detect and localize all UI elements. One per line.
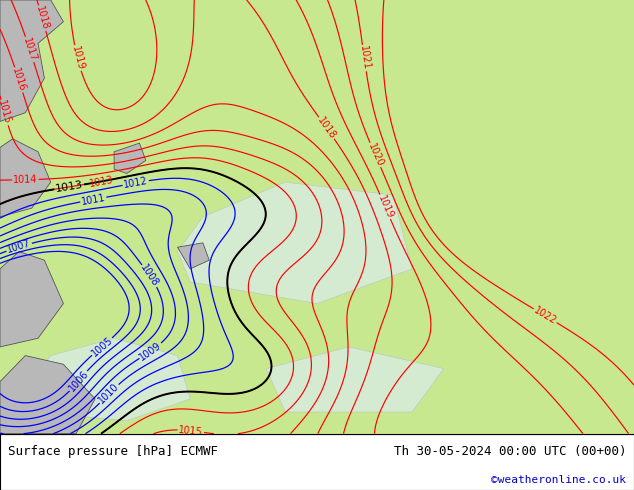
Polygon shape <box>114 143 146 173</box>
Text: 1019: 1019 <box>376 194 394 220</box>
Text: 1015: 1015 <box>0 99 13 126</box>
Text: 1014: 1014 <box>13 174 38 185</box>
Text: 1008: 1008 <box>139 263 160 289</box>
Text: 1005: 1005 <box>89 335 115 358</box>
Text: Th 30-05-2024 00:00 UTC (00+00): Th 30-05-2024 00:00 UTC (00+00) <box>394 445 626 458</box>
Polygon shape <box>32 338 190 420</box>
Text: 1017: 1017 <box>21 36 38 63</box>
Polygon shape <box>266 347 444 412</box>
Polygon shape <box>0 139 51 217</box>
Text: 1009: 1009 <box>138 340 164 362</box>
Text: 1011: 1011 <box>81 193 107 207</box>
Text: 1006: 1006 <box>67 368 90 393</box>
Text: Surface pressure [hPa] ECMWF: Surface pressure [hPa] ECMWF <box>8 445 217 458</box>
Text: 1013: 1013 <box>88 174 114 189</box>
Polygon shape <box>0 0 63 122</box>
Polygon shape <box>0 356 95 434</box>
Text: 1012: 1012 <box>123 176 149 190</box>
Text: 1018: 1018 <box>34 5 51 31</box>
Text: 1015: 1015 <box>178 424 204 437</box>
Text: 1021: 1021 <box>358 45 371 71</box>
Text: 1010: 1010 <box>97 382 121 406</box>
Polygon shape <box>178 182 412 304</box>
Text: 1007: 1007 <box>6 239 32 255</box>
Text: 1022: 1022 <box>532 305 559 326</box>
Text: 1020: 1020 <box>366 142 385 168</box>
Polygon shape <box>0 251 63 347</box>
Text: ©weatheronline.co.uk: ©weatheronline.co.uk <box>491 475 626 485</box>
Text: 1018: 1018 <box>315 115 338 141</box>
Text: 1013: 1013 <box>55 180 84 194</box>
Text: 1019: 1019 <box>70 45 86 71</box>
Text: 1016: 1016 <box>10 67 27 93</box>
Polygon shape <box>178 243 209 269</box>
